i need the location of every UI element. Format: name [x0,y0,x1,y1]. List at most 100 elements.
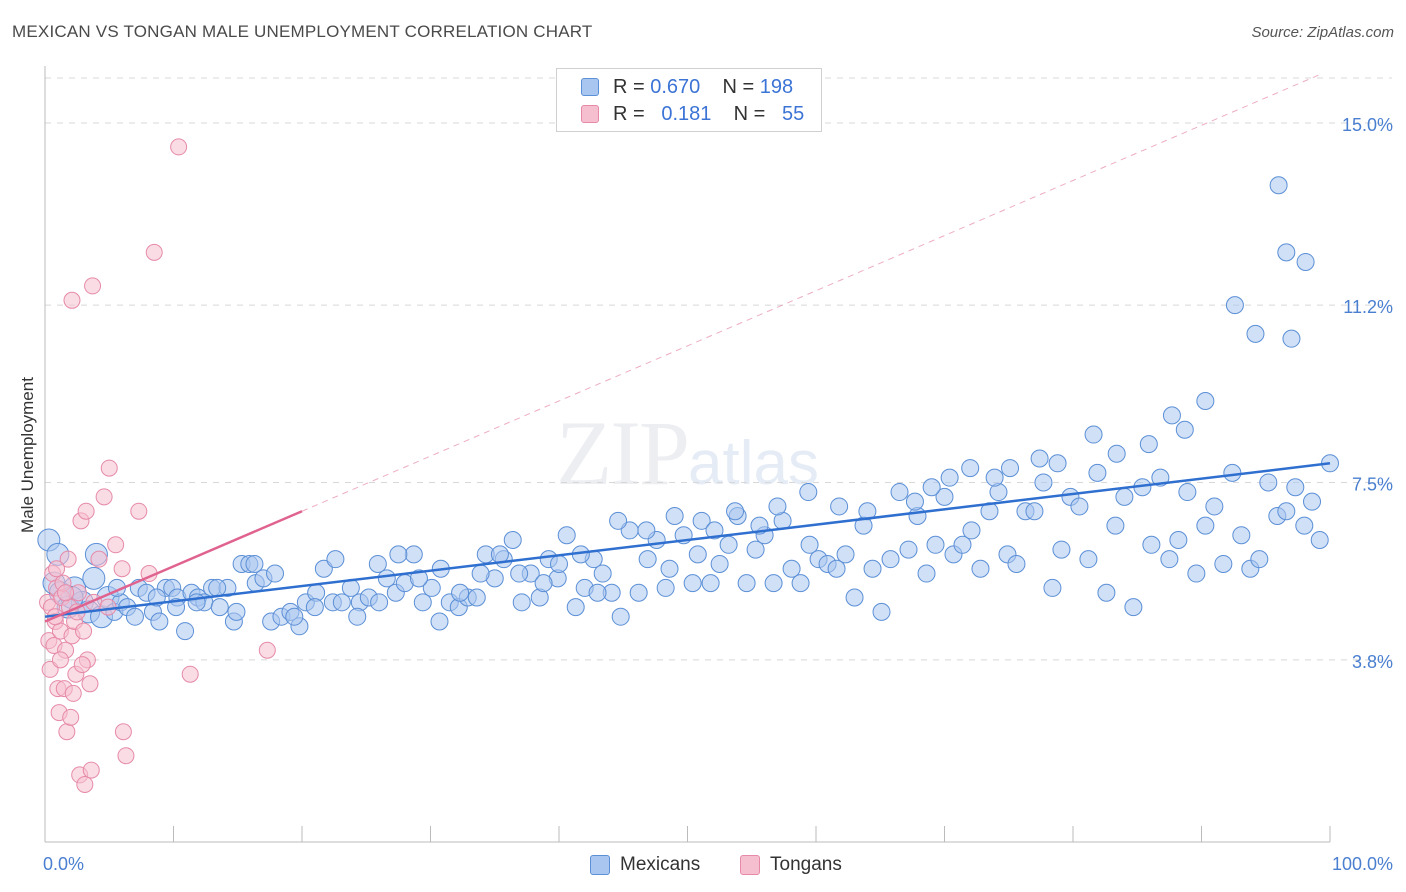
legend-n-label: N = [722,75,755,98]
mexicans-point [1162,406,1181,425]
tongans-point [84,277,102,295]
mexicans-point [326,550,345,569]
mexicans-point [746,540,765,559]
mexicans-point [467,588,486,607]
mexicans-point [389,545,408,564]
x-tick-label-max: 100.0% [1332,854,1393,874]
mexicans-point [490,545,509,564]
mexicans-point [638,550,657,569]
mexicans-point [827,559,846,578]
watermark-sub: atlas [688,429,819,498]
mexicans-point [125,607,144,626]
legend-row-tongans: R = 0.181 N = 55 [581,101,804,127]
mexicans-point [660,559,679,578]
mexicans-point [665,507,684,526]
mexicans-point [800,535,819,554]
mexicans-point [285,607,304,626]
mexicans-point [710,554,729,573]
watermark-main: ZIP [556,402,690,504]
mexicans-point [692,511,711,530]
mexicans-point [899,540,918,559]
mexicans-point [719,535,738,554]
mexicans-point [764,574,783,593]
mexicans-point [890,483,909,502]
mexicans-point [1259,473,1278,492]
mexicans-point [370,593,389,612]
x-tick-label-min: 0.0% [43,854,84,874]
mexicans-point [726,502,745,521]
mexicans-point [550,554,568,573]
mexicans-point [917,564,936,583]
tongans-point [64,684,82,702]
mexicans-point [791,574,810,593]
mexicans-point [503,530,522,549]
mexicans-point [1214,554,1233,573]
mexicans-point [1178,483,1197,502]
tongans-point [130,502,148,520]
mexicans-point [683,574,702,593]
mexicans-point [1282,329,1301,348]
y-axis-title: Male Unemployment [18,377,37,533]
trend-lines [44,462,1331,623]
mexicans-point [935,487,954,506]
mexicans-point [962,521,981,540]
tongans-point [117,747,135,765]
mexicans-point [512,593,531,612]
mexicans-point [1196,391,1215,410]
mexicans-point [377,569,396,588]
mexicans-point [1106,516,1125,535]
mexicans-point [176,622,195,641]
mexicans-point [593,564,612,583]
mexicans-legend-swatch [590,855,610,875]
mexicans-point [1303,492,1322,511]
tongans-point [63,291,81,309]
mexicans-point [940,468,959,487]
tongans-trend-extrapolation [301,74,1320,512]
mexicans-point [187,593,206,612]
tongans-point [81,675,99,693]
mexicans-point [245,554,264,573]
mexicans-point [701,574,720,593]
mexicans-point [1052,540,1071,559]
tongans-point [170,138,188,156]
mexicans-point [1225,296,1244,315]
tongans-point [51,651,69,669]
mexicans-point [705,521,724,540]
mexicans-point [905,492,924,511]
legend-n-value: 55 [782,102,805,125]
mexicans-point [1277,502,1296,521]
mexicans-point [82,566,106,590]
tongans-point [181,665,199,683]
tongans-point [82,761,100,779]
mexicans-point [1187,564,1206,583]
legend-r-label: R = [613,102,645,125]
tongans-legend-label: Tongans [770,854,842,875]
mexicans-point [348,607,367,626]
mexicans-point [637,521,656,540]
mexicans-point [836,545,855,564]
tongans-point [59,550,77,568]
mexicans-point [782,559,801,578]
series-tongans [39,138,276,793]
mexicans-point [845,588,864,607]
tongans-point [100,459,118,477]
legend-r-value: 0.181 [661,102,712,125]
mexicans-point [1142,535,1161,554]
mexicans-point [1160,550,1179,569]
mexicans-point [510,564,529,583]
tongans-point [62,708,80,726]
mexicans-point [566,598,585,617]
correlation-legend: R = 0.670 N = 198 R = 0.181 N = 55 [556,68,822,132]
legend-r-label: R = [613,75,645,98]
legend-row-mexicans: R = 0.670 N = 198 [581,74,793,100]
tongans-point [77,502,95,520]
mexicans-point [609,511,628,530]
mexicans-point [1205,497,1224,516]
mexicans-point [953,535,972,554]
mexicans-point [961,459,980,478]
tongans-point [99,598,117,616]
tongans-point [57,584,75,602]
y-tick-label: 3.8% [1352,652,1393,672]
mexicans-point [1034,473,1053,492]
